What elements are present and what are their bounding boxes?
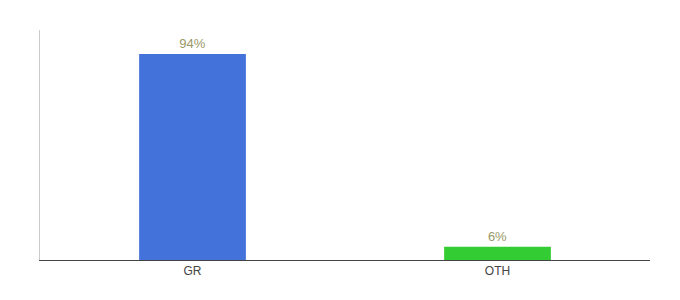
svg-text:OTH: OTH	[485, 264, 510, 278]
svg-text:6%: 6%	[488, 229, 507, 244]
svg-text:94%: 94%	[179, 36, 205, 51]
svg-text:GR: GR	[184, 264, 202, 278]
